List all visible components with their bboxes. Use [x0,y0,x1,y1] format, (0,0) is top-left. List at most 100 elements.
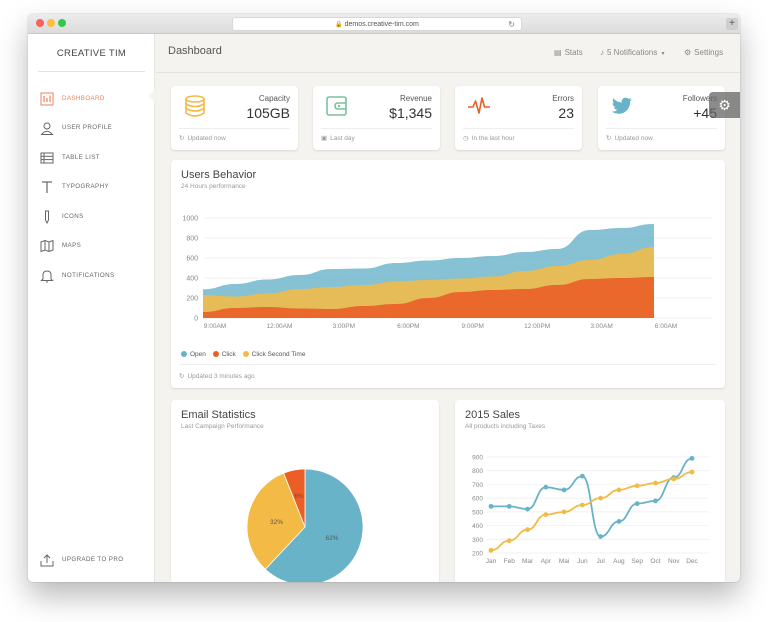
lock-icon: 🔒 [335,22,343,28]
stat-divider [606,128,717,129]
y-tick-label: 500 [472,509,483,516]
x-tick-label: Sep [631,558,643,565]
data-point [598,534,604,539]
x-tick-label: 12:00PM [524,323,550,330]
stats-link[interactable]: ▤ Stats [554,48,583,57]
topbar: Dashboard ▤ Stats ♪ 5 Notifications ▾ ⚙ Set… [156,34,740,72]
legend-item-click-second-time: Click Second Time [242,351,305,358]
x-tick-label: Aug [613,558,625,565]
card-subtitle: Last Campaign Performance [181,423,264,430]
data-point [561,487,567,493]
data-point [634,501,640,507]
page-title: Dashboard [168,45,222,57]
upgrade-to-pro-button[interactable]: UPGRADE TO PRO [40,553,150,569]
card-title: 2015 Sales [465,409,521,421]
users-behavior-card: Users Behavior 24 Hours performance 0 200… [171,160,725,388]
x-tick-label: Jun [577,558,588,565]
twitter-icon [611,97,632,114]
y-tick-label: 600 [186,256,198,263]
y-tick-label: 300 [472,537,483,544]
y-tick-label: 700 [472,482,483,489]
stat-divider [321,128,432,129]
browser-window: 🔒 demos.creative-tim.com ↻ + CREATIVE TIM… [28,14,740,582]
series-line [490,457,693,538]
fixed-plugin-gear-button[interactable]: ⚙ [709,92,740,118]
sidebar-item-label: USER PROFILE [62,124,113,131]
data-point [653,480,658,486]
sidebar-item-table-list[interactable]: TABLE LIST [40,151,150,167]
y-tick-label: 800 [472,468,483,475]
brand-divider [38,71,145,72]
sidebar-item-maps[interactable]: MAPS [40,239,150,255]
address-bar[interactable]: 🔒 demos.creative-tim.com ↻ [232,17,522,31]
sidebar-item-label: ICONS [62,213,84,220]
email-statistics-pie-chart: 62% 32% 6% [246,468,364,582]
stat-label: Followers [682,94,717,103]
topbar-divider [156,72,740,73]
data-point [616,487,622,493]
sidebar-item-typography[interactable]: TYPOGRAPHY [40,180,150,196]
gear-icon: ⚙ [684,48,692,57]
stat-card-errors: Errors 23 ◷ In the last hour [455,86,582,150]
data-point [689,455,695,461]
new-tab-button[interactable]: + [726,18,738,30]
sales-card: 2015 Sales All products including Taxes … [455,400,725,582]
data-point [671,476,677,482]
wallet-icon [326,96,347,116]
sidebar-item-label: TYPOGRAPHY [62,183,109,190]
minimize-window-button[interactable] [47,19,55,27]
stat-card-followers: Followers +45 ↻ Updated now [598,86,725,150]
stat-label: Errors [552,94,574,103]
reload-icon: ↻ [179,135,185,142]
settings-link[interactable]: ⚙ Settings [684,48,723,57]
data-point [689,469,695,475]
active-item-arrow [148,90,155,102]
reload-icon: ↻ [606,135,612,142]
card-title: Email Statistics [181,409,256,421]
data-point [543,484,549,490]
email-statistics-card: Email Statistics Last Campaign Performan… [171,400,439,582]
settings-label: Settings [694,48,724,57]
sidebar-item-user-profile[interactable]: USER PROFILE [40,121,150,137]
y-tick-label: 200 [472,551,483,558]
pie-label: 32% [270,519,283,526]
pie-label: 62% [325,535,338,542]
reload-icon: ↻ [179,373,185,380]
sidebar-item-notifications[interactable]: NOTIFICATIONS [40,269,150,285]
sidebar-item-label: TABLE LIST [62,154,100,161]
stats-label: Stats [564,48,583,57]
y-tick-label: 0 [194,316,198,323]
y-tick-label: 400 [472,523,483,530]
bell-icon: ♪ [600,48,604,57]
stat-footer: ↻ Updated now [179,134,226,142]
data-point [488,547,494,553]
stat-label: Capacity [258,94,290,103]
notifications-dropdown[interactable]: ♪ 5 Notifications ▾ [600,48,665,57]
data-point [579,502,585,508]
card-footer-text: Updated 3 minutes ago [187,373,255,380]
x-tick-label: Dec [686,558,698,565]
legend-item-click: Click [212,351,236,358]
stat-card-capacity: Capacity 105GB ↻ Updated now [171,86,298,150]
y-tick-label: 900 [472,455,483,462]
maximize-window-button[interactable] [58,19,66,27]
sidebar-item-label: DASHBOARD [62,95,105,102]
reload-icon[interactable]: ↻ [508,20,515,29]
card-title: Users Behavior [181,169,257,181]
sales-line-chart: 200 300 400 500 600 700 800 900 Jan Feb Mar Apr Mai J… [472,455,709,565]
stats-icon: ▤ [554,48,562,57]
sidebar-item-dashboard[interactable]: DASHBOARD [40,92,150,108]
table-icon [40,152,54,164]
data-point [653,498,658,504]
pencil-icon [45,210,49,224]
stat-footer-text: Last day [330,135,355,142]
pie-slice [246,472,306,570]
close-window-button[interactable] [36,19,44,27]
brand-logo-text[interactable]: CREATIVE TIM [56,48,127,59]
stat-footer: ↻ Updated now [606,134,653,142]
typography-icon [42,181,52,193]
data-point [525,527,530,533]
sidebar-item-icons[interactable]: ICONS [40,210,150,226]
pulse-icon [468,97,490,114]
card-subtitle: 24 Hours performance [181,183,246,190]
